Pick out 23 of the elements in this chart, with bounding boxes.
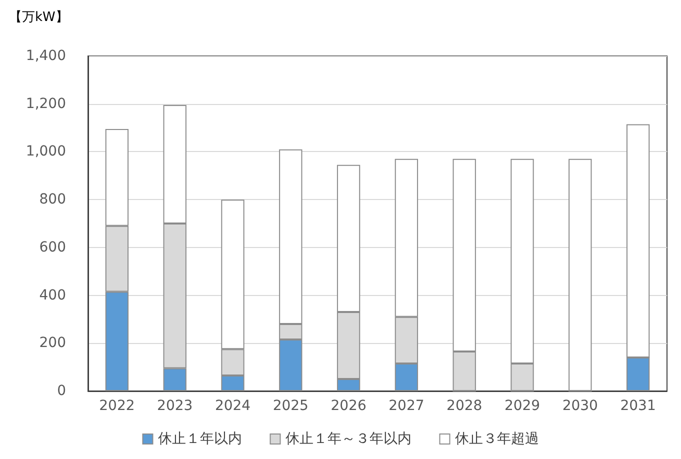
x-tick-label: 2026 <box>330 398 366 414</box>
x-tick-label: 2031 <box>620 398 656 414</box>
x-tick-label: 2022 <box>99 398 135 414</box>
x-tick-label: 2024 <box>214 398 251 414</box>
x-tick-label: 2029 <box>504 398 540 414</box>
y-axis-title: 【万kW】 <box>9 10 68 25</box>
y-tick-label: 0 <box>57 383 66 399</box>
legend-label: 休止３年超過 <box>454 431 539 447</box>
y-tick-label: 1,200 <box>26 96 66 112</box>
y-tick-label: 1,000 <box>26 144 66 160</box>
x-tick-label: 2025 <box>272 398 308 414</box>
legend-label: 休止１年以内 <box>158 431 242 447</box>
y-tick-label: 1,400 <box>26 48 66 64</box>
legend-label: 休止１年～３年以内 <box>285 431 412 447</box>
x-tick-label: 2028 <box>446 398 482 414</box>
bar <box>568 158 592 391</box>
y-tick-label: 400 <box>39 287 66 304</box>
x-tick-label: 2027 <box>388 398 424 414</box>
x-tick-label: 2023 <box>157 398 193 414</box>
y-tick-label: 800 <box>39 192 66 208</box>
x-tick-label: 2030 <box>562 398 598 414</box>
y-tick-label: 200 <box>39 335 66 352</box>
y-tick-label: 600 <box>39 239 66 256</box>
